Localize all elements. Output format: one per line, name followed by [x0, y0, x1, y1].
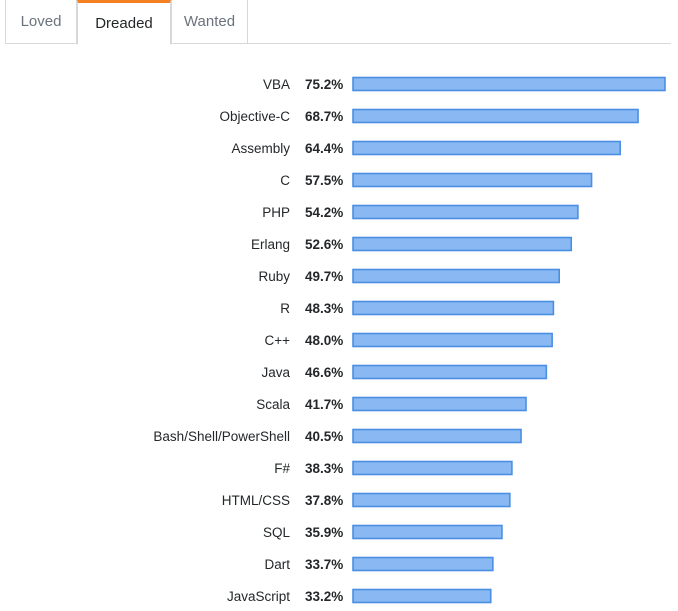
value-label: 48.3% — [305, 301, 343, 316]
value-label: 49.7% — [305, 269, 343, 284]
category-label: Ruby — [258, 269, 290, 284]
value-label: 38.3% — [305, 461, 343, 476]
tab-wanted[interactable]: Wanted — [171, 0, 248, 44]
category-label: C — [280, 173, 290, 188]
value-label: 64.4% — [305, 141, 343, 156]
category-label: Bash/Shell/PowerShell — [153, 429, 290, 444]
bar-sql — [352, 524, 503, 540]
value-label: 48.0% — [305, 333, 343, 348]
bar-c — [352, 332, 553, 348]
bar-html-css — [352, 492, 511, 508]
bar-ruby — [352, 268, 561, 284]
category-label: SQL — [263, 525, 291, 540]
value-label: 46.6% — [305, 365, 343, 380]
category-label: JavaScript — [227, 589, 290, 604]
category-label: C++ — [264, 333, 290, 348]
bar-java — [352, 364, 548, 380]
category-label: Erlang — [251, 237, 290, 252]
bar-objective-c — [352, 108, 639, 124]
value-label: 57.5% — [305, 173, 343, 188]
bar-r — [352, 300, 555, 316]
category-label: Assembly — [231, 141, 290, 156]
category-label: R — [280, 301, 290, 316]
value-label: 41.7% — [305, 397, 343, 412]
bar-c — [352, 172, 593, 188]
tab-bar: Loved Dreaded Wanted — [5, 0, 671, 45]
category-label: Dart — [264, 557, 290, 572]
dreaded-languages-bar-chart: VBA 75.2% Objective-C 68.7% Assembly 64.4% C 57… — [153, 76, 666, 604]
category-label: F# — [274, 461, 290, 476]
bar-php — [352, 204, 579, 220]
bar-assembly — [352, 140, 621, 156]
category-label: Scala — [256, 397, 290, 412]
bar-scala — [352, 396, 527, 412]
category-label: Java — [261, 365, 290, 380]
bar-f — [352, 460, 513, 476]
tab-dreaded[interactable]: Dreaded — [77, 0, 171, 45]
bar-dart — [352, 556, 494, 572]
value-label: 75.2% — [305, 77, 343, 92]
value-label: 35.9% — [305, 525, 343, 540]
bar-erlang — [352, 236, 573, 252]
value-label: 33.7% — [305, 557, 343, 572]
category-label: HTML/CSS — [222, 493, 290, 508]
category-label: Objective-C — [219, 109, 290, 124]
value-label: 54.2% — [305, 205, 343, 220]
value-label: 33.2% — [305, 589, 343, 604]
value-label: 40.5% — [305, 429, 343, 444]
bar-bash-shell-powershell — [352, 428, 522, 444]
tab-loved[interactable]: Loved — [5, 0, 77, 44]
bar-javascript — [352, 588, 492, 604]
value-label: 68.7% — [305, 109, 343, 124]
category-label: VBA — [263, 77, 290, 92]
value-label: 37.8% — [305, 493, 343, 508]
value-label: 52.6% — [305, 237, 343, 252]
category-label: PHP — [262, 205, 290, 220]
bar-vba — [352, 76, 666, 92]
